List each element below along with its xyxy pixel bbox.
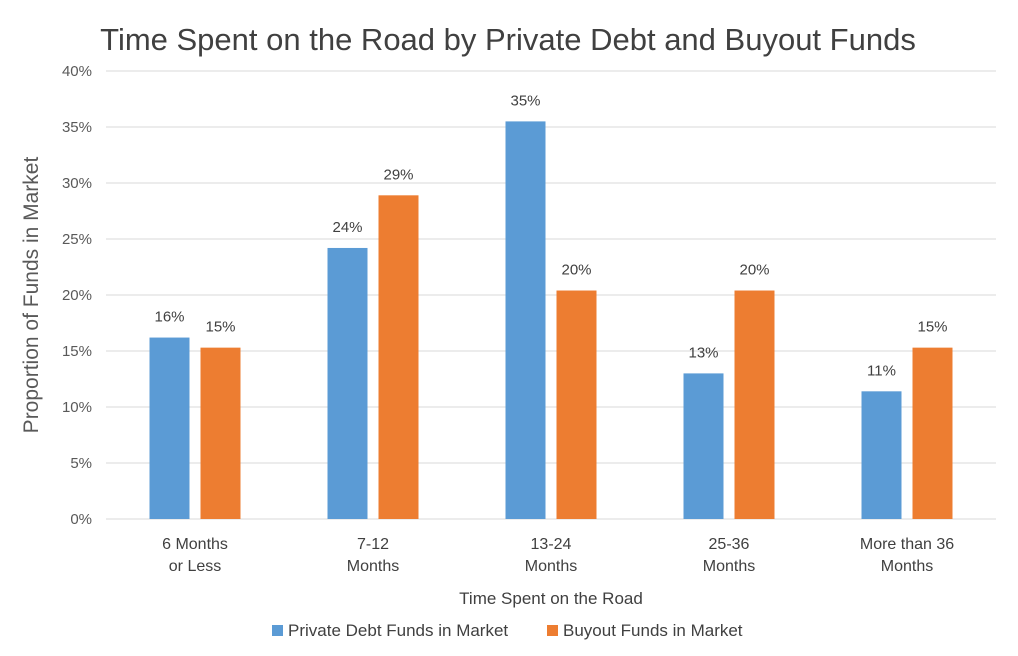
- bar: [327, 247, 368, 519]
- y-tick-label: 40%: [62, 63, 92, 80]
- data-label: 15%: [205, 319, 235, 336]
- y-tick-label: 5%: [70, 455, 92, 472]
- y-tick-label: 10%: [62, 399, 92, 416]
- y-tick-label: 0%: [70, 511, 92, 528]
- legend-swatch: [547, 625, 558, 636]
- x-category-label: Months: [525, 558, 577, 575]
- bar: [556, 290, 597, 519]
- data-label: 13%: [688, 344, 718, 361]
- data-label: 16%: [154, 309, 184, 326]
- x-category-label: Months: [347, 558, 399, 575]
- bar: [683, 373, 724, 519]
- data-label: 11%: [867, 362, 896, 379]
- data-label: 35%: [510, 92, 540, 109]
- y-tick-label: 15%: [62, 343, 92, 360]
- x-category-label: Months: [881, 558, 933, 575]
- x-category-label: 7-12: [357, 536, 389, 553]
- bar: [505, 121, 546, 520]
- bar: [149, 337, 190, 519]
- data-label: 24%: [332, 219, 362, 236]
- x-category-label: More than 36: [860, 536, 954, 553]
- bar: [912, 347, 953, 519]
- chart-title: Time Spent on the Road by Private Debt a…: [100, 22, 916, 57]
- bars: [149, 121, 953, 520]
- y-tick-label: 25%: [62, 231, 92, 248]
- data-label: 15%: [917, 319, 947, 336]
- gridlines: [106, 70, 996, 520]
- x-category-label: Months: [703, 558, 755, 575]
- bar: [378, 195, 419, 519]
- legend: Private Debt Funds in Market Buyout Funds…: [272, 621, 743, 640]
- data-label: 20%: [739, 262, 769, 279]
- data-labels: 16% 15% 24% 29% 35% 20% 13% 20% 11% 15%: [154, 92, 947, 379]
- x-category-label: 25-36: [709, 536, 750, 553]
- x-category-label: 6 Months: [162, 536, 228, 553]
- x-axis-label: Time Spent on the Road: [459, 589, 643, 608]
- bar: [861, 391, 902, 519]
- legend-label: Buyout Funds in Market: [563, 621, 743, 640]
- x-category-label: or Less: [169, 558, 221, 575]
- y-tick-label: 20%: [62, 287, 92, 304]
- legend-swatch: [272, 625, 283, 636]
- data-label: 29%: [383, 166, 413, 183]
- y-axis-label: Proportion of Funds in Market: [20, 157, 43, 434]
- x-axis-categories: 6 Months or Less 7-12 Months 13-24 Months 25-3…: [162, 536, 954, 575]
- legend-label: Private Debt Funds in Market: [288, 621, 508, 640]
- data-label: 20%: [561, 262, 591, 279]
- y-axis-ticks: 0% 5% 10% 15% 20% 25% 30% 35% 40%: [62, 63, 92, 528]
- x-category-label: 13-24: [531, 536, 572, 553]
- bar: [200, 347, 241, 519]
- bar: [734, 290, 775, 519]
- y-tick-label: 35%: [62, 119, 92, 136]
- y-tick-label: 30%: [62, 175, 92, 192]
